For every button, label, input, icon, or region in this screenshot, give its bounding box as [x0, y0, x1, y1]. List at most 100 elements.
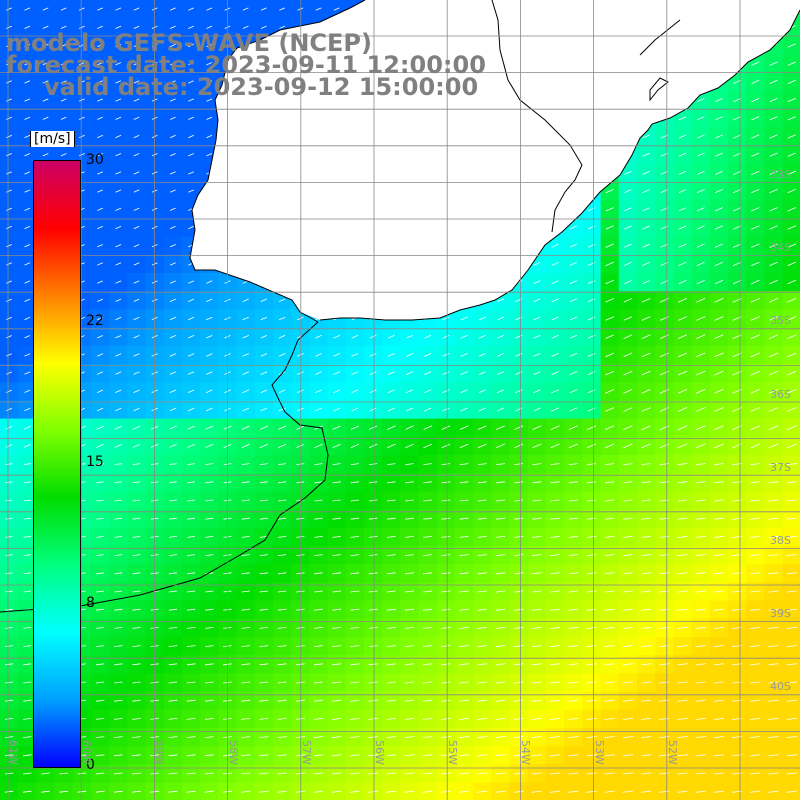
wind-arrow	[114, 536, 123, 538]
wind-arrow	[132, 590, 141, 593]
wind-arrow	[695, 717, 706, 720]
wind-arrow	[622, 663, 633, 666]
wind-arrow	[188, 80, 194, 84]
wind-arrow	[423, 425, 432, 430]
wind-cell	[0, 91, 19, 110]
wind-arrow	[277, 536, 287, 538]
wind-arrow	[514, 517, 524, 520]
wind-arrow	[568, 699, 579, 702]
wind-arrow	[24, 153, 31, 157]
wind-arrow	[549, 790, 561, 793]
wind-arrow	[296, 481, 305, 484]
wind-arrow	[569, 371, 578, 376]
wind-arrow	[422, 717, 433, 720]
wind-arrow	[695, 463, 706, 466]
wind-arrow	[6, 43, 12, 48]
wind-arrow	[296, 572, 305, 575]
wind-arrow	[242, 371, 249, 375]
wind-arrow	[188, 43, 194, 48]
wind-arrow	[78, 153, 85, 157]
wind-arrow	[423, 590, 433, 593]
wind-arrow	[115, 134, 122, 139]
colorbar-tick-label: 0	[86, 757, 95, 773]
wind-cell	[182, 109, 201, 128]
wind-arrow	[132, 536, 141, 538]
wind-arrow	[513, 645, 524, 648]
longitude-label: 61W	[7, 740, 20, 765]
wind-arrow	[259, 481, 268, 484]
wind-arrow	[350, 463, 360, 465]
wind-arrow	[259, 681, 269, 684]
wind-arrow	[5, 718, 14, 720]
wind-cell	[163, 163, 183, 183]
longitude-label: 55W	[446, 740, 460, 765]
wind-arrow	[279, 25, 286, 29]
wind-arrow	[77, 790, 87, 793]
wind-arrow	[241, 772, 251, 775]
wind-arrow	[260, 7, 267, 11]
wind-arrow	[315, 7, 322, 11]
wind-arrow	[786, 499, 797, 502]
wind-arrow	[550, 443, 560, 449]
wind-arrow	[187, 407, 195, 412]
wind-arrow	[696, 170, 705, 175]
wind-arrow	[404, 681, 415, 684]
wind-arrow	[751, 61, 760, 66]
wind-arrow	[495, 699, 506, 702]
wind-arrow	[368, 645, 378, 647]
wind-arrow	[477, 736, 488, 739]
wind-arrow	[332, 699, 342, 702]
wind-arrow	[259, 699, 269, 702]
wind-arrow	[787, 188, 796, 194]
wind-arrow	[641, 535, 651, 538]
wind-arrow	[532, 608, 542, 611]
wind-arrow	[168, 554, 177, 556]
wind-arrow	[531, 736, 542, 739]
wind-arrow	[6, 298, 12, 302]
wind-arrow	[477, 663, 488, 666]
wind-arrow	[531, 663, 542, 666]
wind-arrow	[477, 463, 487, 465]
wind-cell	[91, 163, 110, 183]
wind-arrow	[769, 134, 778, 139]
wind-arrow	[133, 116, 140, 120]
wind-arrow	[642, 261, 650, 266]
wind-arrow	[97, 225, 103, 230]
wind-arrow	[241, 699, 251, 702]
wind-arrow	[260, 316, 268, 321]
wind-arrow	[314, 554, 323, 556]
wind-arrow	[768, 352, 779, 358]
wind-arrow	[786, 425, 797, 431]
wind-arrow	[277, 627, 287, 629]
wind-cell	[54, 145, 74, 165]
wind-arrow	[569, 225, 577, 230]
wind-arrow	[97, 262, 103, 266]
wind-arrow	[442, 389, 450, 394]
wind-cell	[145, 36, 165, 56]
wind-arrow	[441, 699, 451, 702]
wind-arrow	[696, 370, 706, 376]
wind-arrow	[622, 772, 634, 775]
wind-arrow	[241, 499, 250, 502]
wind-arrow	[713, 699, 725, 702]
wind-arrow	[386, 754, 397, 757]
wind-arrow	[168, 517, 177, 520]
wind-arrow	[659, 481, 670, 484]
wind-arrow	[768, 772, 779, 775]
wind-arrow	[23, 772, 32, 775]
wind-arrow	[586, 717, 597, 720]
wind-arrow	[768, 425, 779, 431]
wind-arrow	[206, 62, 213, 66]
wind-arrow	[5, 663, 14, 666]
wind-arrow	[604, 535, 615, 538]
wind-arrow	[168, 536, 177, 538]
wind-arrow	[586, 499, 597, 502]
wind-arrow	[314, 499, 323, 502]
wind-arrow	[187, 335, 195, 339]
wind-arrow	[531, 717, 542, 720]
wind-arrow	[696, 261, 705, 266]
wind-arrow	[768, 645, 779, 648]
wind-cell	[163, 54, 183, 74]
wind-arrow	[404, 717, 415, 720]
wind-arrow	[277, 590, 287, 593]
